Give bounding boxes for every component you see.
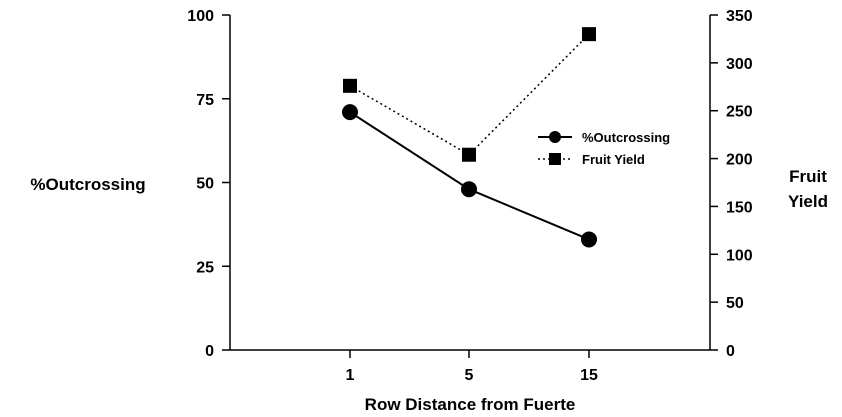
left-y-tick-label: 0 bbox=[205, 343, 214, 360]
series-0-line bbox=[349, 111, 590, 241]
series-1-point bbox=[582, 27, 596, 42]
right-y-axis-title-line2: Yield bbox=[788, 192, 828, 211]
series-1-point bbox=[462, 147, 476, 162]
legend-outcrossing-label: %Outcrossing bbox=[582, 130, 670, 145]
right-y-tick-label: 150 bbox=[726, 199, 753, 216]
legend-outcrossing-marker bbox=[549, 131, 561, 143]
x-axis-title: Row Distance from Fuerte bbox=[365, 395, 576, 414]
legend: %Outcrossing Fruit Yield bbox=[538, 130, 670, 167]
legend-fruit-yield-label: Fruit Yield bbox=[582, 152, 645, 167]
right-y-axis-title-line1: Fruit bbox=[789, 167, 827, 186]
right-y-tick-label: 0 bbox=[726, 343, 735, 360]
right-y-ticks: 0 50 100 150 200 250 300 350 bbox=[710, 8, 753, 360]
left-y-axis-title: %Outcrossing bbox=[30, 175, 145, 194]
x-tick-label: 1 bbox=[346, 367, 355, 384]
right-y-tick-label: 250 bbox=[726, 104, 753, 121]
right-y-tick-label: 200 bbox=[726, 152, 753, 169]
x-ticks: 1 5 15 bbox=[346, 350, 598, 384]
left-y-tick-label: 100 bbox=[187, 8, 214, 25]
right-y-tick-label: 300 bbox=[726, 56, 753, 73]
x-tick-label: 15 bbox=[580, 367, 598, 384]
series-1-line bbox=[349, 33, 590, 156]
left-y-ticks: 0 25 50 75 100 bbox=[187, 8, 230, 360]
series-0-point bbox=[581, 231, 597, 248]
series-0-point bbox=[342, 104, 358, 121]
legend-fruit-yield-marker bbox=[549, 153, 561, 165]
series-layer bbox=[342, 27, 597, 248]
left-y-tick-label: 50 bbox=[196, 176, 214, 193]
right-y-tick-label: 50 bbox=[726, 295, 744, 312]
series-0-point bbox=[461, 181, 477, 198]
series-1-point bbox=[343, 78, 357, 93]
left-y-tick-label: 25 bbox=[196, 259, 214, 276]
x-tick-label: 5 bbox=[465, 367, 474, 384]
right-y-tick-label: 350 bbox=[726, 8, 753, 25]
left-y-tick-label: 75 bbox=[196, 92, 214, 109]
right-y-tick-label: 100 bbox=[726, 247, 753, 264]
